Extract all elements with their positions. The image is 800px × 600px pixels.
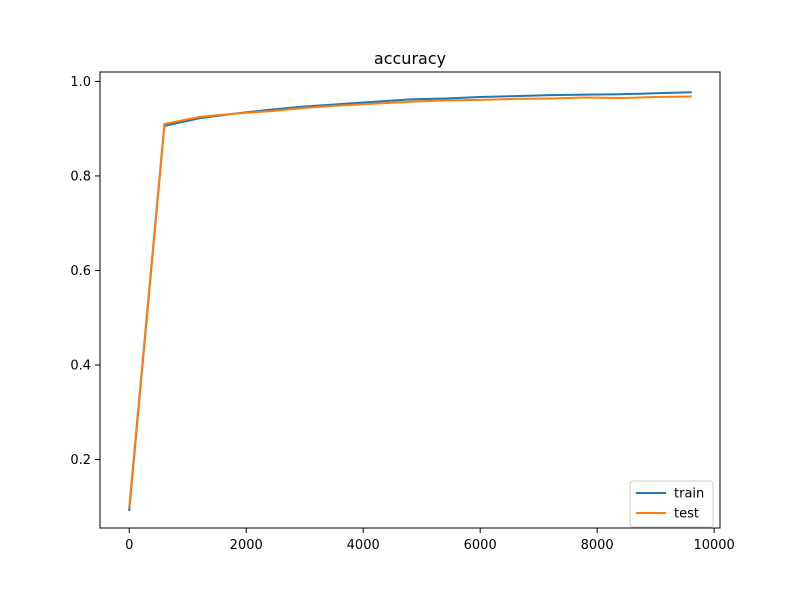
x-tick-label: 0 xyxy=(125,538,133,553)
series-line-test xyxy=(128,95,692,508)
x-tick-label: 4000 xyxy=(347,538,380,553)
y-axis: 0.2 0.4 0.6 0.8 1.0 xyxy=(70,75,100,468)
legend-label-train: train xyxy=(674,487,704,502)
y-tick-label: 0.4 xyxy=(70,358,91,373)
x-tick-label: 6000 xyxy=(464,538,497,553)
series-layer xyxy=(128,91,692,512)
y-tick-label: 0.6 xyxy=(70,264,91,279)
y-tick-label: 0.8 xyxy=(70,169,91,184)
x-tick-label: 10000 xyxy=(693,538,734,553)
x-tick-label: 2000 xyxy=(230,538,263,553)
y-tick-label: 0.2 xyxy=(70,453,91,468)
legend: train test xyxy=(629,480,714,528)
x-axis: 0 2000 4000 6000 8000 10000 xyxy=(125,528,735,553)
chart-title: accuracy xyxy=(374,49,446,68)
legend-label-test: test xyxy=(674,507,699,522)
y-tick-label: 1.0 xyxy=(70,75,91,90)
x-tick-label: 8000 xyxy=(581,538,614,553)
plot-frame xyxy=(99,71,721,529)
